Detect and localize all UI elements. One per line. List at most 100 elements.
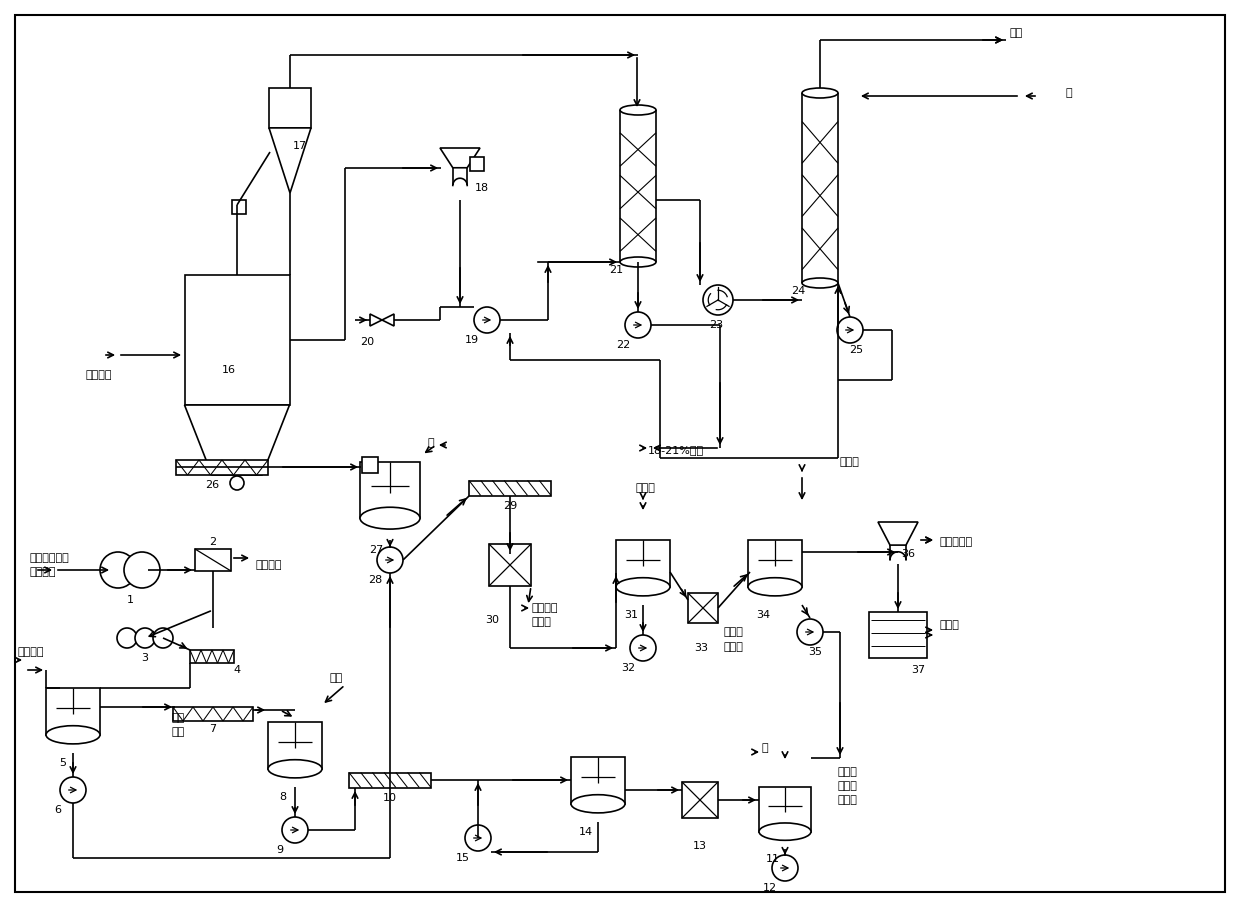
Text: 21: 21 [609,265,622,275]
Bar [190,650,234,663]
Text: 补充盐酸: 补充盐酸 [19,647,45,657]
Text: 清洁燃料: 清洁燃料 [86,370,112,380]
Polygon shape [185,405,289,475]
Text: 13: 13 [693,841,707,851]
Text: 7: 7 [210,724,217,734]
Text: 碳酸钠: 碳酸钠 [839,457,859,467]
Circle shape [100,552,136,588]
Text: 23: 23 [709,320,723,330]
Bar [682,782,718,818]
Bar [174,707,253,721]
Bar [362,457,378,473]
Text: 放空: 放空 [1011,28,1023,38]
Ellipse shape [570,794,625,813]
Circle shape [797,619,823,645]
Text: 26: 26 [205,480,219,490]
Polygon shape [269,128,311,193]
Text: 水: 水 [428,438,435,448]
Circle shape [377,547,403,573]
Text: 水: 水 [763,743,769,753]
Circle shape [625,312,651,338]
Text: 1: 1 [126,595,134,605]
Text: 废旧三元电池: 废旧三元电池 [30,553,69,563]
Text: 32: 32 [621,663,635,673]
Text: 3: 3 [141,653,149,663]
Text: 15: 15 [456,853,470,863]
Bar [269,88,311,128]
Text: 10: 10 [383,793,397,803]
Ellipse shape [620,105,656,115]
Text: 34: 34 [756,610,770,620]
Text: 残渣: 残渣 [172,713,185,723]
Text: 9: 9 [277,845,284,855]
Text: 碳酸锂: 碳酸锂 [940,620,960,630]
Text: 硫化钠: 硫化钠 [635,483,655,493]
Text: 氯化锰: 氯化锰 [838,795,858,805]
Text: 19: 19 [465,335,479,345]
Ellipse shape [748,578,802,596]
Text: 12: 12 [763,883,777,893]
Circle shape [837,317,863,343]
Text: 硫化物: 硫化物 [723,642,743,652]
Bar [489,544,531,586]
Bar [688,593,718,623]
Polygon shape [878,522,918,545]
Circle shape [281,817,308,843]
Text: 水: 水 [1065,88,1071,98]
Text: 氯化钴: 氯化钴 [838,781,858,791]
Circle shape [229,476,244,490]
Text: 16: 16 [222,365,236,375]
Text: 6: 6 [55,805,62,815]
Ellipse shape [620,257,656,267]
Text: 28: 28 [368,575,382,585]
Text: 5: 5 [60,758,67,768]
Bar [469,481,551,495]
Text: 24: 24 [791,286,805,296]
Bar [869,612,928,658]
Bar [46,688,100,734]
Text: 31: 31 [624,610,639,620]
Ellipse shape [616,578,670,596]
Bar [616,540,670,587]
Text: 35: 35 [808,647,822,657]
Circle shape [135,628,155,648]
Text: 镍钴锰: 镍钴锰 [723,627,743,637]
Text: 20: 20 [360,337,374,347]
Ellipse shape [268,760,322,778]
Text: 三元前驱: 三元前驱 [532,603,558,613]
Text: 37: 37 [911,665,925,675]
Text: 22: 22 [616,340,630,350]
Text: 36: 36 [901,549,915,559]
Circle shape [465,825,491,851]
Bar [570,757,625,804]
Text: 18-21%盐酸: 18-21%盐酸 [649,445,704,455]
Text: 27: 27 [368,545,383,555]
Text: 17: 17 [293,141,308,151]
Ellipse shape [802,278,838,288]
Text: 14: 14 [579,827,593,837]
Ellipse shape [360,507,420,529]
Text: 正极材料: 正极材料 [30,567,57,577]
Text: 11: 11 [766,854,780,864]
Bar [195,549,231,571]
Circle shape [703,285,733,315]
Bar [268,722,322,769]
Text: 铁粉: 铁粉 [172,727,185,737]
Text: 8: 8 [279,792,286,802]
Bar [748,540,802,587]
Circle shape [474,307,500,333]
Ellipse shape [802,88,838,98]
Text: 29: 29 [503,501,517,511]
Text: 体材料: 体材料 [532,617,552,627]
Circle shape [630,635,656,661]
Bar [232,200,246,214]
Bar [470,157,484,171]
Ellipse shape [46,725,100,744]
Text: 氯化镍: 氯化镍 [838,767,858,777]
Text: 氯化钠溶液: 氯化钠溶液 [940,537,973,547]
Polygon shape [440,148,480,168]
Bar [176,460,268,475]
Text: 氨水: 氨水 [330,673,343,683]
Circle shape [124,552,160,588]
Text: 30: 30 [485,615,498,625]
